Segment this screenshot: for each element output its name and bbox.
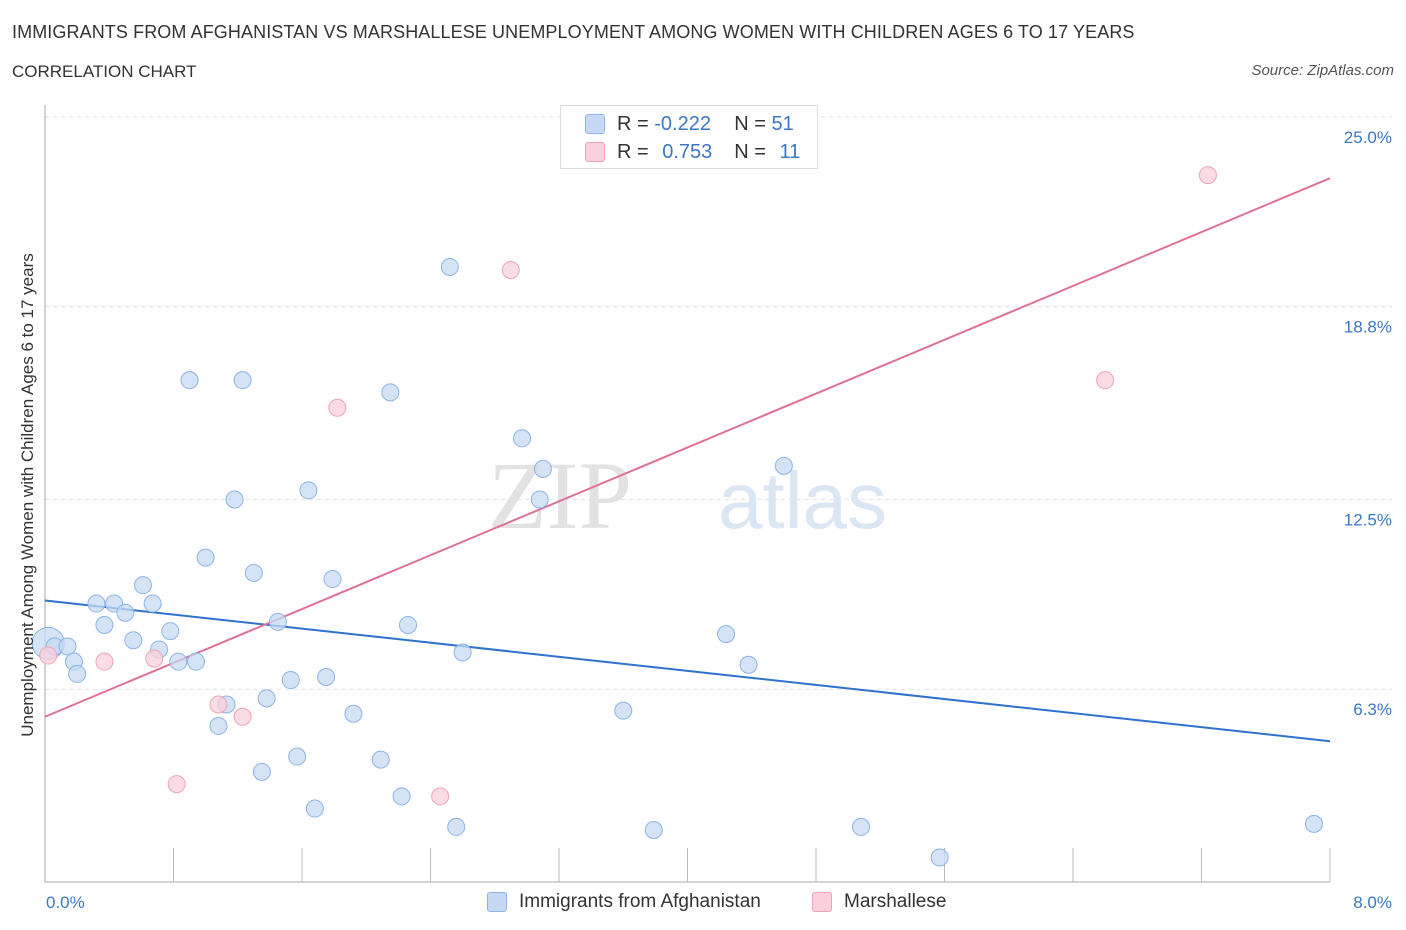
- watermark-atlas: atlas: [718, 456, 887, 545]
- y-tick-label: 12.5%: [1344, 511, 1392, 530]
- tick-labels: 6.3% 12.5% 18.8% 25.0% 0.0% 8.0%: [46, 128, 1392, 912]
- data-point-afghanistan: [124, 631, 143, 650]
- data-point-afghanistan: [399, 615, 418, 634]
- data-point-afghanistan: [371, 750, 390, 769]
- axes: [44, 105, 1331, 883]
- legend-label-marshallese: Marshallese: [844, 891, 947, 912]
- data-point-afghanistan: [381, 383, 400, 402]
- data-point-afghanistan: [513, 429, 532, 448]
- data-point-afghanistan: [252, 762, 271, 781]
- x-tick-label: 8.0%: [1353, 893, 1392, 912]
- trend-line-afghanistan: [44, 599, 1331, 743]
- data-point-afghanistan: [268, 612, 287, 631]
- y-axis-label: Unemployment Among Women with Children A…: [18, 253, 37, 737]
- data-point-marshallese: [431, 787, 450, 806]
- data-point-marshallese: [1198, 166, 1217, 185]
- legend-n-value: 51: [771, 112, 794, 135]
- data-point-afghanistan: [530, 490, 549, 509]
- data-point-afghanistan: [323, 570, 342, 589]
- data-point-afghanistan: [717, 625, 736, 644]
- data-point-marshallese: [1096, 371, 1115, 390]
- watermark: ZIP atlas: [488, 442, 887, 549]
- gridlines: [45, 116, 1392, 690]
- data-point-afghanistan: [851, 817, 870, 836]
- data-point-marshallese: [328, 398, 347, 417]
- legend-item-afghanistan: Immigrants from Afghanistan: [487, 889, 761, 915]
- data-point-afghanistan: [453, 643, 472, 662]
- data-point-marshallese: [233, 707, 252, 726]
- data-point-afghanistan: [344, 704, 363, 723]
- legend-item-marshallese: Marshallese: [812, 889, 946, 915]
- data-point-afghanistan: [143, 594, 162, 613]
- data-point-afghanistan: [225, 490, 244, 509]
- data-point-afghanistan: [58, 637, 77, 656]
- legend-r-value: 0.753: [662, 140, 713, 163]
- data-point-marshallese: [167, 775, 186, 794]
- data-point-afghanistan: [161, 622, 180, 641]
- data-point-afghanistan: [281, 671, 300, 690]
- data-point-afghanistan: [233, 371, 252, 390]
- y-tick-label: 18.8%: [1344, 318, 1392, 337]
- legend-swatch-blue: [487, 892, 507, 912]
- data-point-afghanistan: [116, 603, 135, 622]
- data-point-afghanistan: [87, 594, 106, 613]
- legend-swatch-pink: [812, 892, 832, 912]
- y-tick-label: 25.0%: [1344, 128, 1392, 147]
- legend-r-label: R =: [617, 112, 649, 135]
- data-point-afghanistan: [1304, 814, 1323, 833]
- legend-row-marshallese: R = 0.753 N = 11: [585, 140, 800, 164]
- data-point-afghanistan: [257, 689, 276, 708]
- legend-label-afghanistan: Immigrants from Afghanistan: [519, 891, 761, 912]
- data-point-afghanistan: [644, 820, 663, 839]
- data-point-marshallese: [95, 652, 114, 671]
- data-point-afghanistan: [447, 817, 466, 836]
- legend-swatch-pink: [585, 142, 605, 162]
- data-points: [31, 166, 1323, 867]
- data-point-afghanistan: [133, 576, 152, 595]
- data-point-afghanistan: [196, 548, 215, 567]
- stats-legend: R = -0.222 N = 51 R = 0.753 N = 11: [560, 105, 818, 169]
- trend-line-marshallese: [44, 177, 1331, 718]
- source-note: Source: ZipAtlas.com: [1251, 62, 1394, 79]
- data-point-afghanistan: [614, 701, 633, 720]
- legend-r-label: R =: [617, 140, 649, 163]
- legend-n-label: N =: [734, 140, 766, 163]
- data-point-afghanistan: [186, 652, 205, 671]
- data-point-afghanistan: [930, 848, 949, 867]
- data-point-afghanistan: [209, 716, 228, 735]
- data-point-afghanistan: [180, 371, 199, 390]
- legend-n-value: 11: [779, 140, 801, 163]
- data-point-afghanistan: [392, 787, 411, 806]
- data-point-afghanistan: [533, 459, 552, 478]
- y-tick-label: 6.3%: [1353, 700, 1392, 719]
- trend-lines: [44, 177, 1331, 743]
- data-point-afghanistan: [774, 456, 793, 475]
- chart-subtitle: CORRELATION CHART: [12, 62, 197, 81]
- data-point-afghanistan: [68, 664, 87, 683]
- legend-swatch-blue: [585, 114, 605, 134]
- data-point-afghanistan: [440, 257, 459, 276]
- data-point-marshallese: [501, 261, 520, 279]
- data-point-afghanistan: [169, 652, 188, 671]
- legend-n-label: N =: [734, 112, 766, 135]
- data-point-afghanistan: [739, 655, 758, 674]
- data-point-marshallese: [145, 649, 164, 668]
- data-point-marshallese: [39, 646, 58, 665]
- data-point-afghanistan: [288, 747, 307, 766]
- data-point-afghanistan: [95, 615, 114, 634]
- watermark-zip: ZIP: [488, 442, 632, 549]
- data-point-afghanistan: [244, 563, 263, 582]
- x-tick-label: 0.0%: [46, 893, 85, 912]
- legend-r-value: -0.222: [654, 112, 711, 135]
- data-point-afghanistan: [317, 667, 336, 686]
- data-point-marshallese: [209, 695, 228, 714]
- data-point-afghanistan: [305, 799, 324, 818]
- data-point-afghanistan: [299, 481, 318, 500]
- chart-title: IMMIGRANTS FROM AFGHANISTAN VS MARSHALLE…: [12, 22, 1135, 42]
- legend-row-afghanistan: R = -0.222 N = 51: [585, 112, 794, 136]
